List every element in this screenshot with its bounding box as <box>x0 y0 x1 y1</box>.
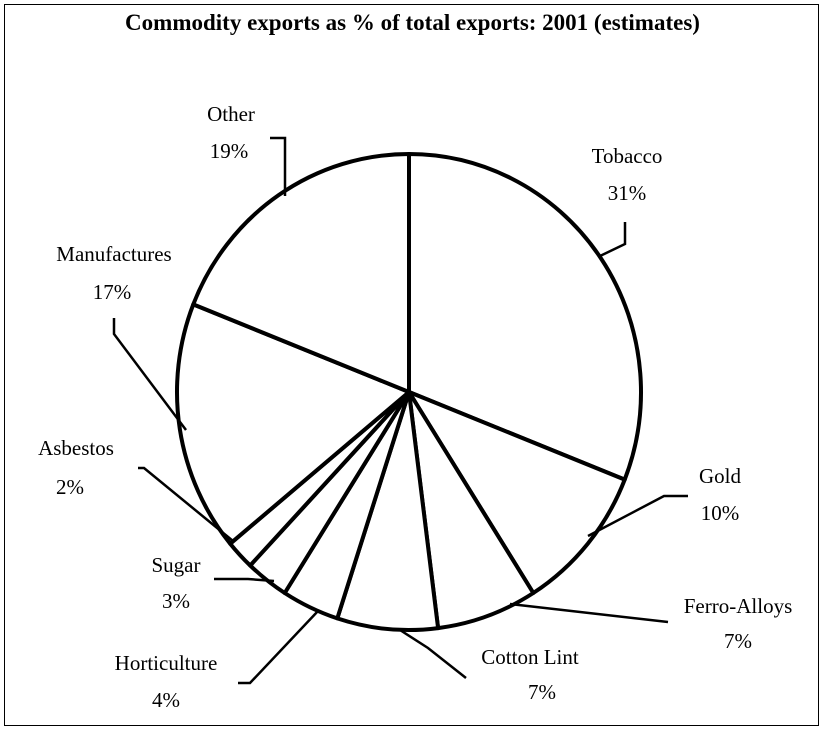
pie-slice-manufactures <box>174 302 411 546</box>
pie-slice-gold <box>407 390 627 595</box>
leader-line-other <box>270 136 287 196</box>
slice-labels: Tobacco 31% Gold 10% Ferro-Alloys 7% Cotton Li… <box>38 102 792 712</box>
chart-title: Commodity exports as % of total exports:… <box>125 10 700 35</box>
slice-name-ferro-alloys: Ferro-Alloys <box>684 594 793 618</box>
slice-percent-cotton-lint: 7% <box>528 680 556 704</box>
leader-line-gold <box>587 494 688 538</box>
slice-name-tobacco: Tobacco <box>592 144 663 168</box>
pie-slices <box>174 152 643 632</box>
slice-name-manufactures: Manufactures <box>56 242 171 266</box>
leader-line-sugar <box>214 577 275 583</box>
slice-name-other: Other <box>207 102 255 126</box>
leader-line-ferro-alloys <box>509 602 669 624</box>
leader-line-asbestos <box>138 466 234 542</box>
leader-line-tobacco <box>599 222 627 258</box>
slice-name-gold: Gold <box>699 464 742 488</box>
leader-lines <box>112 136 688 685</box>
slice-percent-tobacco: 31% <box>608 181 647 205</box>
slice-name-sugar: Sugar <box>152 553 201 577</box>
pie-slice-tobacco <box>407 152 643 482</box>
leader-line-manufactures <box>112 318 187 431</box>
slice-percent-manufactures: 17% <box>93 280 132 304</box>
slice-name-cotton-lint: Cotton Lint <box>481 645 579 669</box>
leader-line-horticulture <box>238 610 319 685</box>
slice-percent-sugar: 3% <box>162 589 190 613</box>
slice-percent-horticulture: 4% <box>152 688 180 712</box>
leader-line-cotton-lint <box>399 628 467 679</box>
slice-percent-ferro-alloys: 7% <box>724 629 752 653</box>
slice-percent-asbestos: 2% <box>56 475 84 499</box>
slice-name-asbestos: Asbestos <box>38 436 114 460</box>
slice-percent-gold: 10% <box>701 501 740 525</box>
slice-percent-other: 19% <box>210 139 249 163</box>
slice-name-horticulture: Horticulture <box>115 651 218 675</box>
pie-slice-other <box>191 152 411 394</box>
